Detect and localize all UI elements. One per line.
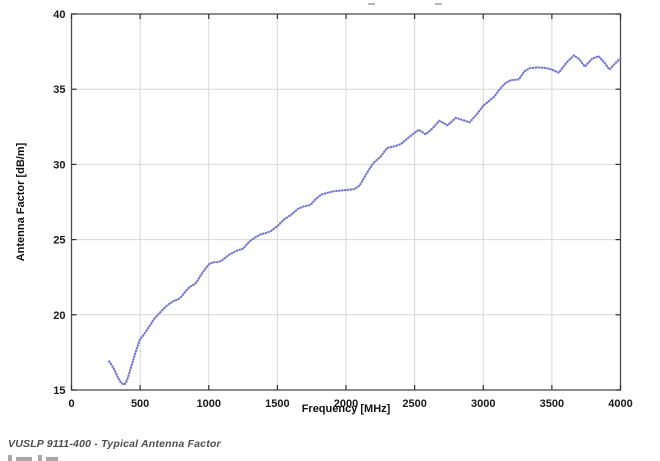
chart-canvas: 0 500 1000 1500 2000 2500 3000 3500 4000 15 20 25 30… (53, 9, 632, 410)
y-axis-title: Antenna Factor [dB/m] (15, 142, 27, 262)
x-tick-label: 2000 (334, 398, 358, 410)
antenna-factor-chart: 0 500 1000 1500 2000 2500 3000 3500 4000 15 20 25 30… (15, 9, 633, 415)
y-tick-label: 35 (53, 84, 65, 96)
x-tick-label: 4000 (608, 398, 632, 410)
y-tick-label: 25 (53, 235, 65, 247)
x-tick-label: 2500 (402, 398, 426, 410)
cropped-text-artifact (435, 3, 442, 5)
cropped-text-remnant (8, 455, 12, 461)
cropped-text-remnant (38, 455, 42, 461)
x-tick-label: 3500 (540, 398, 564, 410)
x-tick-label: 0 (68, 398, 74, 410)
x-axis-title: Frequency [MHz] (301, 403, 391, 415)
x-tick-label: 1000 (197, 398, 221, 410)
y-tick-label: 30 (53, 159, 65, 171)
antenna-factor-curve (108, 54, 622, 386)
figure-caption: VUSLP 9111-400 - Typical Antenna Factor (8, 438, 221, 450)
cropped-text-remnant (16, 457, 32, 461)
cropped-text-remnant (46, 457, 58, 461)
y-tick-label: 15 (53, 385, 65, 397)
x-tick-label: 3000 (471, 398, 495, 410)
y-tick-label: 40 (53, 9, 65, 21)
x-tick-label: 500 (131, 398, 149, 410)
cropped-text-artifact (368, 3, 375, 5)
y-tick-label: 20 (53, 310, 65, 322)
x-tick-label: 1500 (265, 398, 289, 410)
